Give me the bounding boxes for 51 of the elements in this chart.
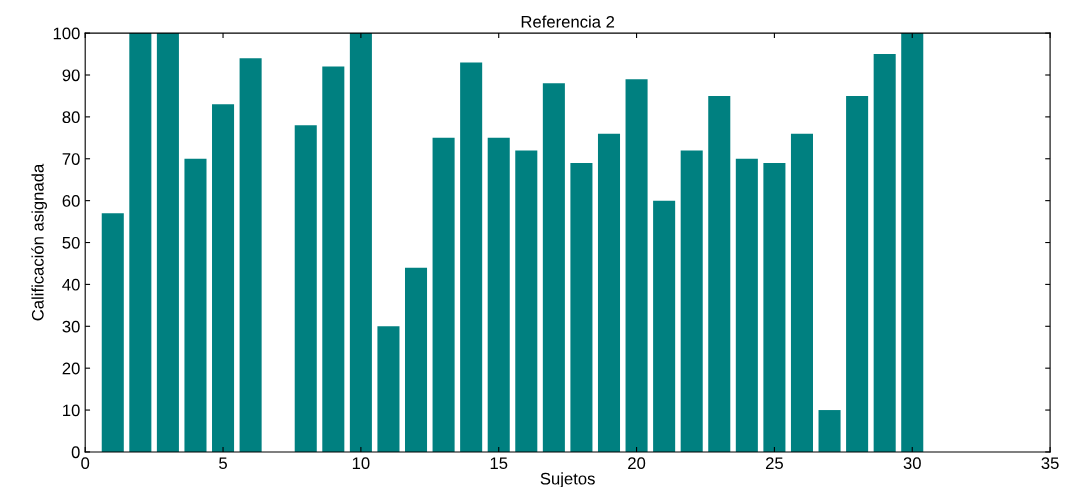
bar xyxy=(597,133,621,452)
bar xyxy=(708,95,731,452)
x-tick-label: 35 xyxy=(1041,457,1059,470)
bar xyxy=(873,54,896,452)
bar xyxy=(184,158,207,452)
bar xyxy=(790,133,813,452)
y-tick-label: 30 xyxy=(62,320,80,333)
y-tick-label: 60 xyxy=(62,195,80,207)
chart-title: Referencia 2 xyxy=(521,15,615,28)
bar xyxy=(515,150,538,452)
x-tick-label: 10 xyxy=(352,457,370,470)
bar xyxy=(129,33,152,452)
bar xyxy=(239,58,262,452)
y-axis-title: Calificación asignada xyxy=(31,163,47,321)
bar xyxy=(349,33,372,452)
x-tick-label: 5 xyxy=(219,457,227,470)
bar xyxy=(460,62,483,452)
y-tick-label: 10 xyxy=(63,404,80,417)
bar xyxy=(818,410,841,452)
y-tick-label: 0 xyxy=(71,446,80,459)
bar xyxy=(570,162,593,452)
bar xyxy=(901,33,924,452)
x-tick-label: 30 xyxy=(903,457,921,470)
y-tick-label: 90 xyxy=(62,69,80,82)
y-tick-label: 70 xyxy=(62,153,80,165)
bar xyxy=(487,137,510,452)
x-tick-label: 20 xyxy=(628,457,646,470)
y-tick-label: 100 xyxy=(53,27,80,40)
bar xyxy=(735,158,758,452)
bar xyxy=(377,326,400,452)
bar xyxy=(432,137,455,452)
y-tick-label: 80 xyxy=(62,111,80,124)
bar xyxy=(322,66,345,452)
y-tick-label: 50 xyxy=(62,236,80,249)
x-axis-title: Sujetos xyxy=(540,472,595,487)
y-tick-label: 40 xyxy=(62,278,80,291)
x-tick-label: 15 xyxy=(490,457,508,470)
bar xyxy=(101,213,124,452)
x-tick-label: 25 xyxy=(765,457,783,470)
bar xyxy=(680,150,703,452)
bar xyxy=(653,200,676,452)
bar xyxy=(404,267,428,452)
bar xyxy=(156,33,179,452)
bar xyxy=(212,104,235,452)
y-tick-label: 20 xyxy=(62,362,80,375)
bar xyxy=(846,95,869,452)
bar xyxy=(763,162,786,452)
bar xyxy=(294,125,317,452)
bar xyxy=(625,79,648,452)
x-tick-label: 0 xyxy=(81,457,90,470)
bar xyxy=(542,83,565,452)
